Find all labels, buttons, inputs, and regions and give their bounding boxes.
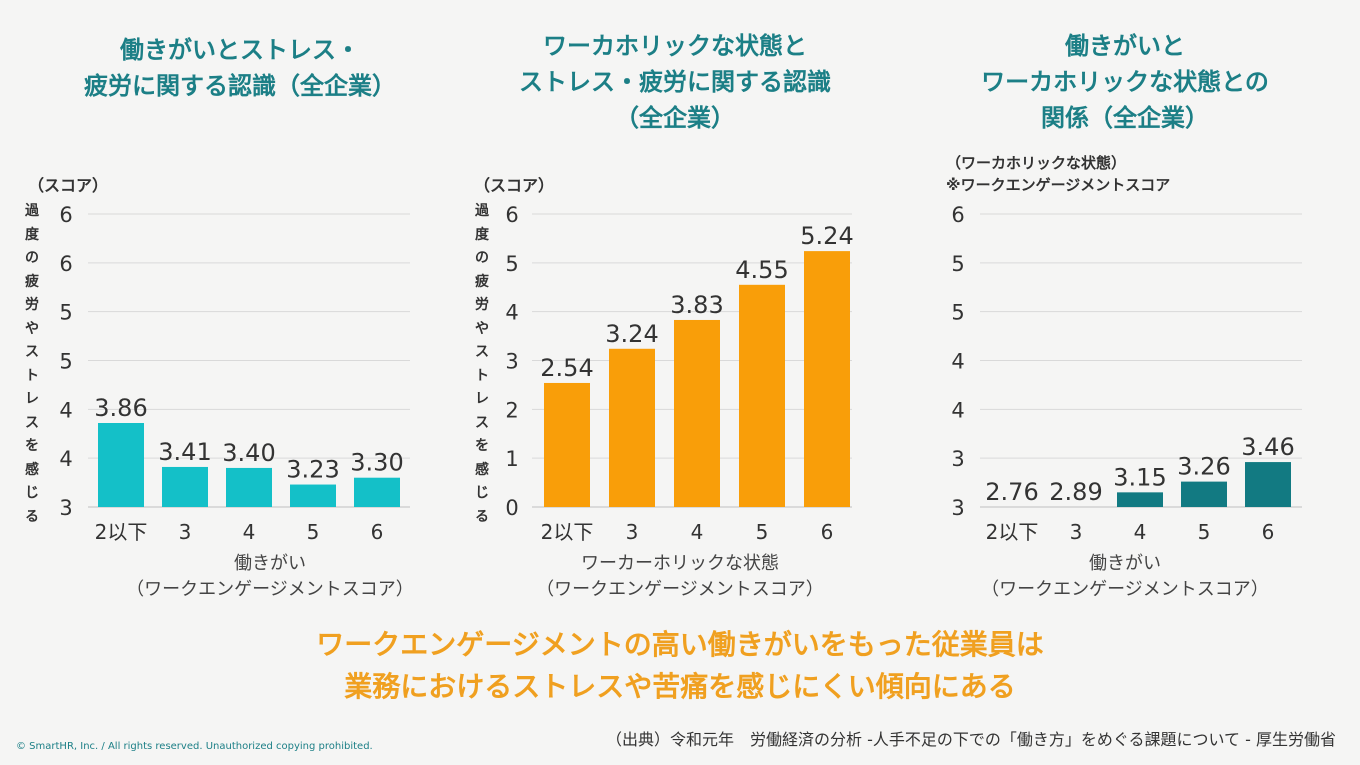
chart2-score-label: （スコア） <box>474 176 555 195</box>
chart3-category-label: 3 <box>1070 520 1083 544</box>
chart2-category-label: 3 <box>626 520 639 544</box>
chart2-bar <box>544 382 590 507</box>
chart3-xlabel-line1: 働きがい <box>1089 553 1161 574</box>
chart3-category-label: 6 <box>1262 520 1275 544</box>
chart1-value-label: 3.40 <box>222 439 275 467</box>
chart1-title-line1: 働きがいとストレス・ <box>120 36 360 64</box>
chart3-category-label: 4 <box>1134 520 1147 544</box>
chart3-score-label: （ワーカホリックな状態） ※ワークエンゲージメントスコア <box>946 152 1170 196</box>
chart3-title-line1: 働きがいと <box>1065 32 1185 60</box>
chart3-xlabel-line2: （ワークエンゲージメントスコア） <box>981 579 1269 600</box>
chart2-xlabel-line1: ワーカーホリックな状態 <box>581 553 779 574</box>
chart3-bar <box>1245 462 1291 507</box>
chart1-y-axis-label: 過度の疲労やストレスを感じる <box>25 203 39 525</box>
chart2-bar <box>739 284 785 507</box>
chart3-bar <box>1117 492 1163 507</box>
chart3-score-label-line2: ※ワークエンゲージメントスコア <box>946 176 1171 194</box>
chart3-y-tick-label: 5 <box>951 301 964 325</box>
chart1-y-tick-label: 6 <box>59 252 72 276</box>
chart1-plot: 3 4 4 5 5 6 6 3.86 2以下 3.41 3 3.40 4 3.23 5 3.30 6 <box>59 203 410 544</box>
chart3-category-label: 5 <box>1198 520 1211 544</box>
chart2-title-line3: （全企業） <box>615 104 735 132</box>
chart2-value-label: 2.54 <box>540 354 593 382</box>
chart1-bar <box>162 466 208 507</box>
chart3-value-label: 2.76 <box>985 478 1038 506</box>
chart2-category-label: 4 <box>691 520 704 544</box>
chart2-y-tick-label: 3 <box>505 350 518 374</box>
chart1-category-label: 6 <box>371 520 384 544</box>
chart1-y-tick-label: 3 <box>59 496 72 520</box>
chart1-category-label: 5 <box>307 520 320 544</box>
chart3-y-tick-label: 6 <box>951 203 964 227</box>
chart2-y-tick-label: 5 <box>505 252 518 276</box>
chart1-value-label: 3.30 <box>350 449 403 477</box>
chart1-bar <box>354 477 400 507</box>
source-citation: （出典）令和元年 労働経済の分析 -人手不足の下での「働き方」をめぐる課題につい… <box>605 730 1336 749</box>
chart1-y-tick-label: 4 <box>59 398 72 422</box>
chart1-y-tick-label: 4 <box>59 447 72 471</box>
chart1-xlabel-line2: （ワークエンゲージメントスコア） <box>126 579 414 600</box>
copyright-notice: © SmartHR, Inc. / All rights reserved. U… <box>16 741 373 752</box>
chart1-bar <box>98 423 144 507</box>
chart1-xlabel-line1: 働きがい <box>234 553 306 574</box>
chart3-value-label: 3.46 <box>1241 433 1294 461</box>
chart3-y-tick-label: 4 <box>951 398 964 422</box>
chart1-bar <box>226 467 272 507</box>
chart3-title: 働きがいと ワーカホリックな状態との 関係（全企業） <box>915 28 1335 136</box>
chart2-value-label: 4.55 <box>735 256 788 284</box>
chart2-plot: 0 1 2 3 4 5 6 2.54 2以下 3.24 3 3.83 4 4.55 5 5.24 6 <box>505 203 853 544</box>
chart2-title-line1: ワーカホリックな状態と <box>543 32 807 60</box>
chart3-plot: 3 3 4 4 5 5 6 2.76 2以下 2.89 3 3.15 4 3.26 5 3.46 6 <box>951 203 1302 544</box>
chart1-y-tick-label: 6 <box>59 203 72 227</box>
chart2-y-tick-label: 0 <box>505 496 518 520</box>
chart3-value-label: 2.89 <box>1049 478 1102 506</box>
chart2-bar <box>609 348 655 507</box>
chart3-category-label: 2以下 <box>986 520 1039 544</box>
chart3-score-label-line1: （ワーカホリックな状態） <box>946 154 1127 172</box>
chart1-score-label: （スコア） <box>28 176 109 195</box>
chart1-value-label: 3.41 <box>158 438 211 466</box>
chart1-y-tick-label: 5 <box>59 301 72 325</box>
chart1-title-line2: 疲労に関する認識（全企業） <box>84 72 396 100</box>
chart3-y-tick-label: 5 <box>951 252 964 276</box>
chart2-title-line2: ストレス・疲労に関する認識 <box>519 68 831 96</box>
chart2-value-label: 3.24 <box>605 320 658 348</box>
chart1-category-label: 4 <box>243 520 256 544</box>
chart2-value-label: 3.83 <box>670 291 723 319</box>
chart1-x-axis-title: 働きがい （ワークエンゲージメントスコア） <box>40 551 500 603</box>
chart1-title: 働きがいとストレス・ 疲労に関する認識（全企業） <box>30 32 450 104</box>
chart2-category-label: 5 <box>756 520 769 544</box>
chart1-value-label: 3.23 <box>286 456 339 484</box>
chart2-y-tick-label: 4 <box>505 301 518 325</box>
chart2-x-axis-title: ワーカーホリックな状態 （ワークエンゲージメントスコア） <box>470 551 890 603</box>
chart2-title: ワーカホリックな状態と ストレス・疲労に関する認識 （全企業） <box>465 28 885 136</box>
chart2-category-label: 2以下 <box>541 520 594 544</box>
chart2-y-axis-label: 過度の疲労やストレスを感じる <box>475 203 489 525</box>
chart2-bar <box>674 319 720 507</box>
conclusion-line1: ワークエンゲージメントの高い働きがいをもった従業員は <box>316 628 1044 661</box>
chart3-title-line3: 関係（全企業） <box>1041 104 1209 132</box>
conclusion-line2: 業務におけるストレスや苦痛を感じにくい傾向にある <box>344 670 1016 703</box>
chart1-category-label: 2以下 <box>95 520 148 544</box>
chart2-y-tick-label: 2 <box>505 398 518 422</box>
chart3-title-line2: ワーカホリックな状態との <box>981 68 1269 96</box>
chart2-bar <box>804 251 850 507</box>
chart2-category-label: 6 <box>821 520 834 544</box>
chart3-y-tick-label: 3 <box>951 447 964 471</box>
chart3-x-axis-title: 働きがい （ワークエンゲージメントスコア） <box>915 551 1335 603</box>
chart2-xlabel-line2: （ワークエンゲージメントスコア） <box>536 579 824 600</box>
chart2-value-label: 5.24 <box>800 222 853 250</box>
chart3-y-tick-label: 3 <box>951 496 964 520</box>
chart3-y-tick-label: 4 <box>951 350 964 374</box>
chart3-bar <box>1181 481 1227 507</box>
chart3-value-label: 3.15 <box>1113 463 1166 491</box>
chart1-category-label: 3 <box>179 520 192 544</box>
chart1-y-tick-label: 5 <box>59 350 72 374</box>
chart1-bar <box>290 484 336 507</box>
chart1-value-label: 3.86 <box>94 394 147 422</box>
chart2-y-tick-label: 6 <box>505 203 518 227</box>
chart3-value-label: 3.26 <box>1177 453 1230 481</box>
conclusion-text: ワークエンゲージメントの高い働きがいをもった従業員は 業務におけるストレスや苦痛… <box>0 624 1360 708</box>
chart2-y-tick-label: 1 <box>505 447 518 471</box>
